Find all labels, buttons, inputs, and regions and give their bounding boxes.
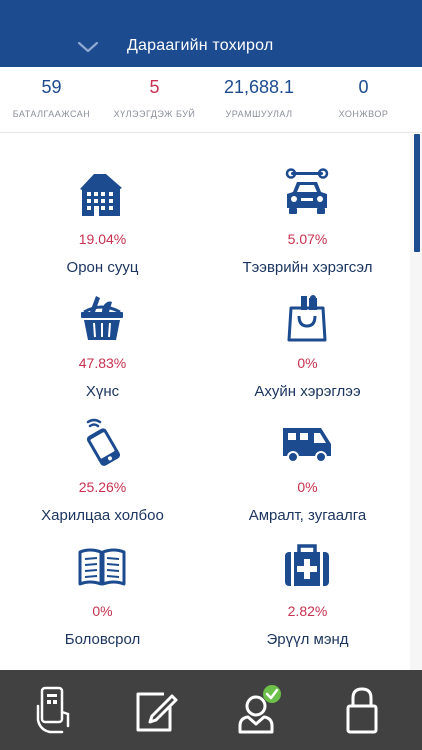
car-wrench-icon bbox=[285, 168, 329, 214]
tab-profile[interactable] bbox=[234, 684, 286, 736]
category-food[interactable]: 47.83% Хүнс bbox=[0, 258, 205, 400]
stat-bonus[interactable]: 21,688.1 УРАМШУУЛАЛ bbox=[206, 67, 312, 133]
category-percent: 25.26% bbox=[78, 479, 127, 495]
category-health[interactable]: 2.82% Эрүүл мэнд bbox=[205, 506, 410, 648]
open-book-icon bbox=[78, 548, 126, 586]
category-telecom[interactable]: 25.26% Харилцаа холбоо bbox=[0, 382, 205, 524]
category-label: Орон сууц bbox=[66, 259, 139, 276]
category-percent: 19.04% bbox=[78, 231, 127, 247]
scrollbar-track[interactable] bbox=[410, 134, 422, 670]
category-leisure[interactable]: 0% Амралт, зугаалга bbox=[205, 382, 410, 524]
category-percent: 2.82% bbox=[287, 603, 328, 619]
apartment-building-icon bbox=[80, 174, 122, 216]
category-grid: 19.04% Орон сууц 5.07% Тээврийн хэрэгсэл… bbox=[0, 134, 410, 670]
verified-user-icon bbox=[238, 685, 281, 734]
shopping-bag-icon bbox=[287, 295, 327, 342]
chevron-down-icon[interactable] bbox=[76, 38, 100, 56]
bottom-tab-bar bbox=[0, 670, 422, 750]
category-label: Ахуйн хэрэглээ bbox=[254, 383, 361, 400]
category-education[interactable]: 0% Боловсрол bbox=[0, 506, 205, 648]
category-percent: 0% bbox=[297, 355, 318, 371]
tab-lock[interactable] bbox=[336, 684, 388, 736]
stat-discount[interactable]: 0 ХОНЖВОР bbox=[312, 67, 415, 133]
category-percent: 0% bbox=[297, 479, 318, 495]
category-housing[interactable]: 19.04% Орон сууц bbox=[0, 134, 205, 276]
stat-confirmed[interactable]: 59 БАТАЛГААЖСАН bbox=[0, 67, 103, 133]
header-title[interactable]: Дараагийн тохирол bbox=[127, 37, 274, 54]
stat-pending[interactable]: 5 ХҮЛЭЭГДЭЖ БУЙ bbox=[103, 67, 206, 133]
category-label: Боловсрол bbox=[64, 631, 141, 648]
stat-label: УРАМШУУЛАЛ bbox=[225, 109, 293, 119]
tab-receipt-scan[interactable] bbox=[28, 684, 80, 736]
stat-value: 5 bbox=[149, 77, 160, 97]
first-aid-kit-icon bbox=[285, 544, 329, 586]
mobile-phone-icon bbox=[86, 418, 121, 466]
edit-note-icon bbox=[136, 692, 178, 732]
tab-register[interactable] bbox=[130, 684, 182, 736]
category-percent: 5.07% bbox=[287, 231, 328, 247]
scrollbar-thumb[interactable] bbox=[414, 134, 420, 252]
stat-label: ХОНЖВОР bbox=[338, 109, 389, 119]
category-label: Амралт, зугаалга bbox=[248, 507, 367, 524]
camper-van-icon bbox=[283, 428, 331, 463]
stat-label: БАТАЛГААЖСАН bbox=[12, 109, 91, 119]
phone-hand-icon bbox=[36, 686, 70, 734]
category-percent: 0% bbox=[92, 603, 113, 619]
category-label: Харилцаа холбоо bbox=[41, 507, 164, 524]
stats-bar: 59 БАТАЛГААЖСАН 5 ХҮЛЭЭГДЭЖ БУЙ 21,688.1… bbox=[0, 67, 422, 133]
category-label: Тээврийн хэрэгсэл bbox=[242, 259, 373, 276]
stat-label: ХҮЛЭЭГДЭЖ БУЙ bbox=[113, 109, 196, 119]
category-label: Хүнс bbox=[85, 383, 120, 400]
stat-value: 21,688.1 bbox=[223, 77, 295, 97]
stat-value: 0 bbox=[358, 77, 369, 97]
category-vehicles[interactable]: 5.07% Тээврийн хэрэгсэл bbox=[205, 134, 410, 276]
grocery-basket-icon bbox=[81, 296, 123, 340]
top-header: Дараагийн тохирол bbox=[0, 0, 422, 67]
category-label: Эрүүл мэнд bbox=[266, 631, 349, 648]
category-percent: 47.83% bbox=[78, 355, 127, 371]
stat-value: 59 bbox=[41, 77, 62, 97]
category-household[interactable]: 0% Ахуйн хэрэглээ bbox=[205, 258, 410, 400]
lock-icon bbox=[346, 687, 378, 734]
